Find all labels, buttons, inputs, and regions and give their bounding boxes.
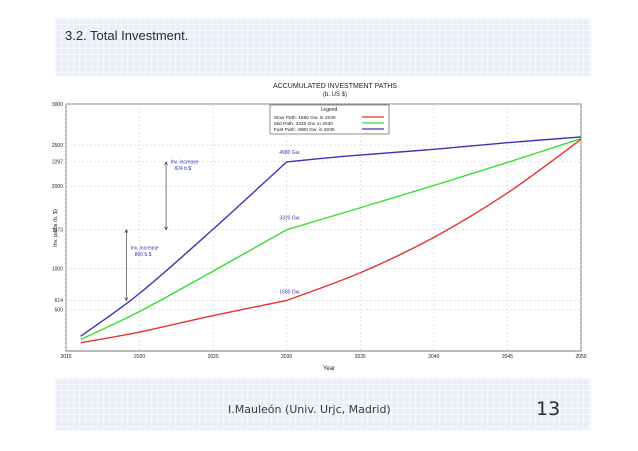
arrow-head-up (164, 161, 168, 166)
annotation-text: 860 b.$ (135, 252, 152, 258)
annotation-text: 3320 Gw. (279, 215, 300, 221)
series-line-fast (80, 136, 582, 337)
footer-author: I.Mauleón (Univ. Urjc, Madrid) (228, 403, 391, 416)
x-tick-label: 2020 (134, 354, 145, 360)
y-tick-label: 500 (55, 308, 64, 314)
annotation-text: Inv. increase (131, 246, 159, 252)
legend-title: Legend (321, 107, 338, 113)
y-tick-label: 2297 (52, 160, 63, 166)
annotation: 1660 Gw. (279, 289, 300, 295)
x-axis-label: Year (323, 366, 335, 372)
x-tick-label: 2050 (575, 354, 586, 360)
annotations: 4980 Gw.3320 Gw.1660 Gw.Inv. increase824… (124, 150, 300, 302)
y-tick-label: 1473 (52, 228, 63, 234)
annotation: 4980 Gw. (279, 150, 300, 156)
series-line-slow (80, 138, 582, 344)
slide-footer-band: I.Mauleón (Univ. Urjc, Madrid) 13 (55, 378, 591, 430)
grid-lines (65, 103, 582, 351)
legend-entry-label: Mid Path: 3320 Gw. in 2030 (274, 121, 333, 127)
series-lines (80, 136, 582, 344)
axis-ticks: 500 614 1000 1473 2000 2297 2500 3000 2015 2020 20… (52, 102, 587, 360)
y-tick-label: 1000 (52, 266, 63, 272)
page-number: 13 (536, 398, 561, 420)
x-tick-label: 2030 (281, 354, 292, 360)
chart-title: ACCUMULATED INVESTMENT PATHS (273, 83, 397, 90)
x-tick-label: 2045 (502, 354, 513, 360)
y-tick-label: 3000 (52, 102, 63, 108)
y-tick-label: 2000 (52, 184, 63, 190)
legend-entry-label: Slow Path: 1660 Gw. in 2030 (274, 115, 336, 121)
legend-entry-label: Fast Path: 4980 Gw. in 2030 (274, 127, 335, 133)
annotation-text: 824 b.$ (174, 166, 191, 172)
series-line-mid (80, 137, 582, 341)
annotation-text: 1660 Gw. (279, 289, 300, 295)
x-tick-label: 2015 (60, 354, 71, 360)
plot-area (65, 103, 582, 352)
y-axis-label: Inv. paths (b. $) (53, 209, 59, 247)
x-tick-label: 2025 (208, 354, 219, 360)
slide-header-band: 3.2. Total Investment. (55, 18, 591, 76)
chart-subtitle: (b. US $) (323, 92, 347, 98)
annotation-text: 4980 Gw. (279, 150, 300, 156)
x-tick-label: 2040 (428, 354, 439, 360)
arrow-head-up (124, 229, 129, 233)
y-tick-label: 614 (55, 298, 64, 304)
x-tick-label: 2035 (355, 354, 366, 360)
slide-title: 3.2. Total Investment. (65, 28, 189, 43)
annotation: 3320 Gw. (279, 215, 300, 221)
arrow-head-down (164, 226, 168, 231)
y-tick-label: 2500 (52, 143, 63, 149)
annotation-text: Inv. increase (170, 159, 198, 165)
arrow-head-down (124, 297, 129, 302)
